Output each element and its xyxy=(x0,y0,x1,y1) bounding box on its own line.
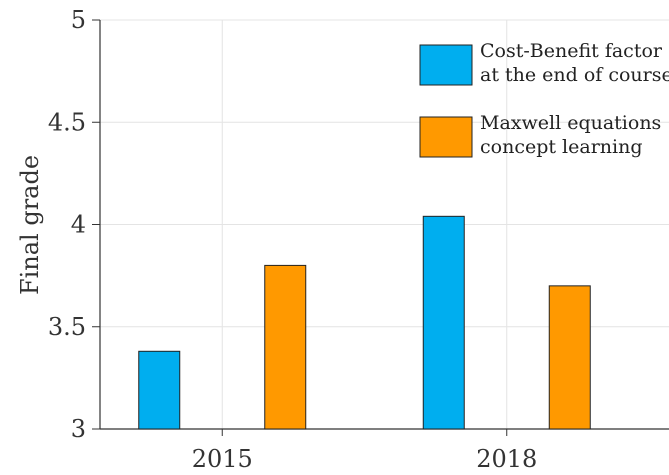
legend-label-line: Cost-Benefit factor xyxy=(480,40,663,62)
legend-swatch xyxy=(419,44,473,86)
y-tick-labels: 3 3.5 4 4.5 5 xyxy=(48,6,86,443)
y-tick-label: 3 xyxy=(71,415,86,443)
legend-label-line: at the end of course xyxy=(480,64,669,86)
y-tick-label: 5 xyxy=(71,6,86,34)
legend-label-line: Maxwell equations xyxy=(480,112,661,134)
x-tick-label: 2018 xyxy=(476,445,537,473)
bars xyxy=(138,215,591,430)
bar-cost-benefit-2015 xyxy=(138,350,181,430)
legend: Cost-Benefit factor at the end of course M… xyxy=(419,40,669,158)
legend-label: Cost-Benefit factor at the end of course xyxy=(480,40,669,86)
y-tick-label: 4.5 xyxy=(48,108,86,136)
bar-maxwell-2015 xyxy=(264,264,307,430)
bar-maxwell-2018 xyxy=(548,285,591,430)
legend-swatch xyxy=(419,116,473,158)
x-tick-label: 2015 xyxy=(192,445,253,473)
legend-label-line: concept learning xyxy=(480,136,642,158)
grid-lines xyxy=(100,19,669,430)
y-axis-label: Final grade xyxy=(16,155,44,295)
y-tick-label: 4 xyxy=(71,211,86,239)
bar-cost-benefit-2018 xyxy=(422,215,465,430)
x-tick-labels: 2015 2018 xyxy=(192,445,538,473)
legend-label: Maxwell equations concept learning xyxy=(480,112,661,158)
y-tick-label: 3.5 xyxy=(48,313,86,341)
